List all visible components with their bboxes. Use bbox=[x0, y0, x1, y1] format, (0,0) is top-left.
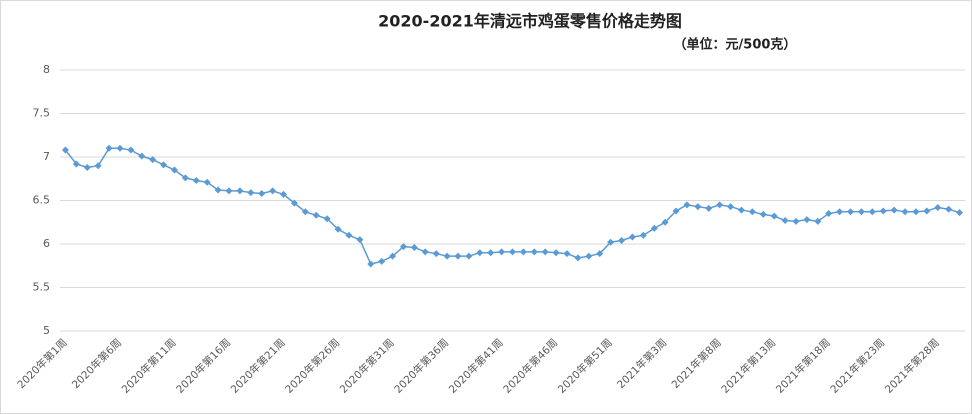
marker bbox=[399, 243, 407, 251]
marker bbox=[280, 190, 288, 198]
marker bbox=[432, 250, 440, 258]
marker bbox=[498, 248, 506, 256]
marker bbox=[312, 211, 320, 219]
marker bbox=[770, 212, 778, 220]
marker bbox=[923, 207, 931, 215]
y-tick-label: 6 bbox=[43, 237, 50, 250]
marker bbox=[901, 208, 909, 216]
chart-title: 2020-2021年清远市鸡蛋零售价格走势图 bbox=[378, 12, 682, 31]
marker bbox=[628, 233, 636, 241]
marker bbox=[116, 144, 124, 152]
marker bbox=[290, 199, 298, 207]
marker bbox=[683, 201, 691, 209]
marker bbox=[323, 215, 331, 223]
marker bbox=[956, 209, 964, 217]
marker bbox=[160, 161, 168, 169]
marker bbox=[530, 248, 538, 256]
marker bbox=[825, 210, 833, 218]
y-tick-label: 7.5 bbox=[33, 107, 51, 120]
marker bbox=[727, 203, 735, 211]
marker bbox=[607, 238, 615, 246]
marker bbox=[639, 231, 647, 239]
marker bbox=[258, 190, 266, 198]
marker bbox=[912, 208, 920, 216]
marker bbox=[705, 204, 713, 212]
marker bbox=[650, 224, 658, 232]
marker bbox=[203, 178, 211, 186]
marker bbox=[378, 257, 386, 265]
marker bbox=[269, 187, 277, 195]
marker bbox=[356, 236, 364, 244]
marker bbox=[170, 166, 178, 174]
marker bbox=[247, 189, 255, 197]
marker bbox=[105, 144, 113, 152]
marker bbox=[661, 218, 669, 226]
marker bbox=[421, 248, 429, 256]
marker bbox=[836, 208, 844, 216]
marker bbox=[748, 208, 756, 216]
marker bbox=[61, 146, 69, 154]
marker bbox=[879, 207, 887, 215]
marker bbox=[192, 176, 200, 184]
marker bbox=[890, 206, 898, 214]
marker bbox=[759, 210, 767, 218]
y-tick-label: 8 bbox=[43, 63, 50, 76]
marker bbox=[367, 260, 375, 268]
marker bbox=[781, 217, 789, 225]
marker bbox=[94, 162, 102, 170]
marker bbox=[509, 248, 516, 256]
marker bbox=[127, 146, 135, 154]
marker bbox=[345, 231, 353, 239]
marker bbox=[476, 249, 484, 257]
marker bbox=[83, 163, 91, 171]
marker bbox=[737, 206, 745, 214]
marker bbox=[443, 252, 451, 260]
chart-subtitle: （单位：元/500克） bbox=[674, 37, 797, 53]
marker bbox=[410, 243, 418, 251]
marker bbox=[138, 152, 146, 160]
y-tick-label: 5 bbox=[43, 324, 50, 337]
marker bbox=[945, 205, 953, 213]
marker bbox=[72, 160, 80, 168]
marker bbox=[519, 248, 527, 256]
marker bbox=[803, 216, 811, 224]
marker bbox=[672, 207, 680, 215]
marker bbox=[563, 250, 571, 258]
marker bbox=[847, 208, 855, 216]
marker bbox=[694, 203, 702, 211]
marker bbox=[225, 187, 233, 195]
marker bbox=[487, 249, 495, 257]
marker bbox=[541, 248, 549, 256]
marker bbox=[618, 237, 626, 245]
marker bbox=[868, 208, 876, 216]
marker bbox=[934, 203, 942, 211]
marker bbox=[814, 217, 822, 225]
marker bbox=[716, 201, 724, 209]
y-tick-label: 5.5 bbox=[33, 281, 51, 294]
marker bbox=[792, 217, 800, 225]
marker bbox=[181, 174, 189, 182]
marker bbox=[301, 208, 309, 216]
marker bbox=[574, 254, 582, 262]
y-tick-label: 7 bbox=[43, 150, 50, 163]
marker bbox=[596, 250, 604, 258]
marker bbox=[236, 187, 244, 195]
marker bbox=[389, 252, 397, 260]
marker bbox=[334, 225, 342, 233]
marker bbox=[857, 208, 865, 216]
marker bbox=[149, 156, 157, 164]
marker bbox=[552, 249, 560, 257]
marker bbox=[214, 186, 222, 194]
marker bbox=[585, 252, 593, 260]
marker bbox=[465, 252, 473, 260]
y-tick-label: 6.5 bbox=[33, 194, 51, 207]
marker bbox=[454, 252, 462, 260]
